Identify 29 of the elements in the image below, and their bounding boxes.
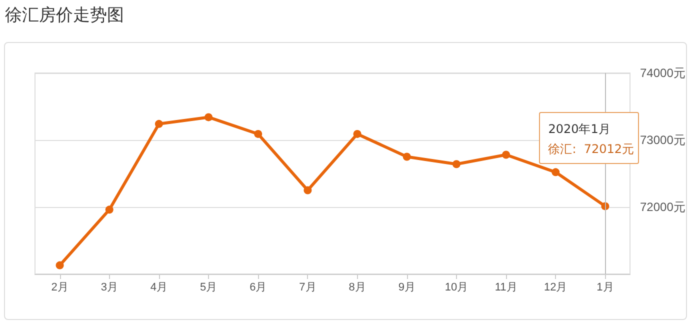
point bbox=[105, 206, 114, 214]
point bbox=[353, 130, 362, 138]
point bbox=[154, 120, 163, 128]
x-tick-label: 6月 bbox=[250, 282, 267, 294]
point bbox=[452, 160, 460, 168]
x-tick-label: 8月 bbox=[348, 282, 366, 294]
point bbox=[254, 130, 262, 138]
x-tick-label: 10月 bbox=[444, 282, 468, 294]
x-tick-label: 1月 bbox=[596, 282, 614, 294]
point bbox=[402, 152, 411, 161]
annotation: 徐汇: 72012元 bbox=[548, 141, 634, 158]
y-tick-label: 73000元 bbox=[640, 133, 686, 147]
point bbox=[304, 186, 312, 194]
x-tick-label: 9月 bbox=[398, 282, 416, 294]
x-tick-label: 3月 bbox=[100, 282, 118, 294]
x-tick-label: 5月 bbox=[200, 282, 218, 294]
x-tick-label: 11月 bbox=[494, 282, 518, 294]
x-tick-label: 2月 bbox=[51, 282, 68, 294]
chart-title: 徐汇房价走势图 bbox=[5, 6, 124, 26]
y-tick-label: 74000元 bbox=[640, 66, 686, 80]
point bbox=[502, 150, 510, 159]
annotation: 2020年1月 bbox=[548, 121, 612, 138]
x-tick-label: 4月 bbox=[150, 282, 168, 294]
x-tick-label: 12月 bbox=[544, 282, 568, 294]
point bbox=[56, 261, 64, 270]
point bbox=[204, 113, 213, 122]
point bbox=[552, 168, 560, 176]
y-tick-label: 72000元 bbox=[640, 200, 686, 214]
x-tick-label: 7月 bbox=[299, 282, 316, 294]
